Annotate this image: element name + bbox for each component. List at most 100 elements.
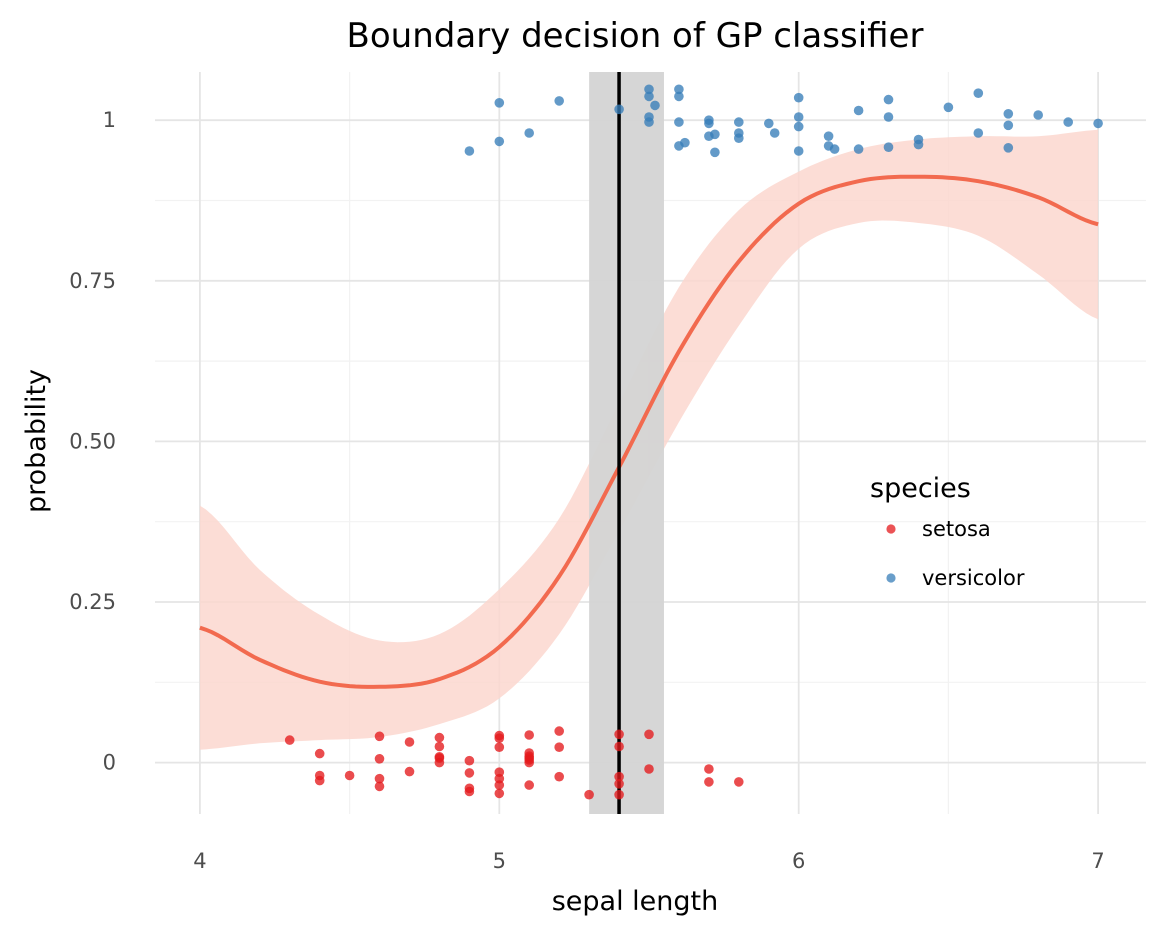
legend-versicolor-label: versicolor	[922, 566, 1025, 590]
boundary-band-layer	[589, 72, 664, 814]
versicolor-point	[1063, 117, 1073, 127]
legend-setosa-key	[886, 524, 896, 534]
setosa-point	[374, 781, 385, 792]
setosa-point	[374, 731, 385, 742]
setosa-point	[614, 741, 624, 752]
versicolor-point	[734, 117, 744, 127]
versicolor-point	[644, 84, 654, 95]
versicolor-point	[644, 117, 654, 127]
versicolor-point	[650, 100, 660, 111]
setosa-point	[614, 729, 624, 740]
setosa-point	[314, 748, 325, 759]
setosa-point	[554, 771, 564, 782]
chart-title: Boundary decision of GP classifier	[347, 16, 924, 56]
versicolor-point	[829, 144, 840, 154]
setosa-point	[524, 730, 534, 740]
setosa-point	[374, 754, 385, 764]
setosa-point	[584, 789, 594, 800]
versicolor-point	[1003, 143, 1014, 153]
versicolor-point	[710, 129, 720, 140]
versicolor-point	[680, 137, 690, 148]
versicolor-point	[710, 147, 720, 158]
setosa-point	[464, 755, 475, 766]
setosa-point	[524, 780, 534, 790]
y-tick-label: 1	[103, 108, 116, 132]
setosa-point	[434, 741, 445, 752]
setosa-point	[554, 742, 564, 752]
versicolor-point	[883, 112, 894, 122]
legend: species setosa versicolor	[870, 473, 1025, 590]
setosa-point	[434, 757, 445, 768]
versicolor-point	[764, 118, 774, 129]
setosa-point	[614, 789, 624, 800]
x-tick-label: 6	[792, 849, 805, 873]
setosa-point	[554, 726, 564, 736]
versicolor-point	[793, 92, 804, 103]
versicolor-point	[494, 98, 505, 108]
x-tick-label: 7	[1091, 849, 1104, 873]
y-tick-label: 0.50	[69, 429, 116, 453]
versicolor-point	[464, 146, 475, 156]
x-tick-labels: 4 5 6 7	[193, 849, 1105, 873]
versicolor-point	[793, 112, 804, 122]
y-tick-label: 0.25	[69, 590, 116, 614]
x-tick-label: 4	[193, 849, 206, 873]
setosa-point	[644, 729, 654, 740]
points-layer	[284, 84, 1103, 800]
versicolor-point	[769, 128, 780, 138]
setosa-point	[494, 742, 505, 752]
x-axis-label: sepal length	[552, 886, 719, 917]
setosa-point	[284, 735, 295, 745]
setosa-point	[704, 777, 714, 787]
versicolor-point	[1003, 109, 1014, 119]
versicolor-point	[793, 121, 804, 132]
versicolor-point	[853, 105, 864, 116]
legend-setosa-label: setosa	[922, 517, 991, 541]
setosa-point	[404, 737, 415, 747]
versicolor-point	[554, 96, 564, 106]
versicolor-point	[674, 84, 684, 95]
versicolor-point	[823, 131, 834, 141]
versicolor-point	[644, 91, 654, 102]
versicolor-point	[883, 142, 894, 152]
versicolor-point	[883, 94, 894, 105]
versicolor-point	[913, 139, 924, 150]
legend-title: species	[870, 473, 971, 504]
setosa-point	[404, 766, 415, 777]
versicolor-point	[1003, 120, 1014, 131]
probability-curve	[199, 174, 1099, 689]
versicolor-point	[1093, 118, 1103, 129]
versicolor-point	[674, 117, 684, 127]
versicolor-point	[734, 133, 744, 143]
versicolor-point	[853, 144, 864, 154]
versicolor-point	[793, 146, 804, 156]
setosa-point	[374, 773, 385, 784]
setosa-point	[314, 775, 325, 786]
setosa-point	[494, 733, 505, 743]
x-tick-label: 5	[493, 849, 506, 873]
setosa-point	[614, 771, 624, 782]
setosa-point	[494, 780, 505, 790]
y-tick-labels: 0 0.25 0.50 0.75 1	[69, 108, 116, 774]
versicolor-point	[943, 102, 954, 113]
versicolor-point	[1033, 110, 1043, 120]
setosa-point	[704, 764, 714, 774]
boundary-band	[589, 72, 664, 814]
versicolor-point	[704, 118, 714, 129]
probability-curve-layer	[199, 174, 1099, 689]
setosa-point	[464, 768, 475, 778]
setosa-point	[494, 788, 505, 799]
versicolor-point	[614, 104, 624, 115]
versicolor-point	[494, 136, 505, 147]
versicolor-point	[973, 88, 984, 98]
setosa-point	[644, 764, 654, 774]
setosa-point	[344, 770, 355, 781]
setosa-point	[524, 757, 534, 768]
legend-versicolor-key	[886, 573, 896, 583]
y-tick-label: 0.75	[69, 269, 116, 293]
setosa-point	[434, 732, 445, 743]
setosa-point	[614, 779, 624, 789]
versicolor-point	[524, 128, 534, 138]
versicolor-point	[973, 128, 984, 138]
